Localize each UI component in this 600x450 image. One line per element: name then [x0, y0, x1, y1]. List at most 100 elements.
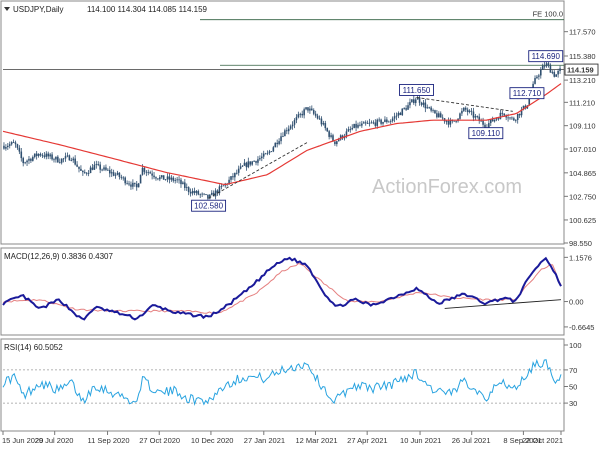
candle-body: [3, 145, 5, 149]
candle-body: [418, 97, 421, 103]
candle-body: [264, 153, 267, 155]
candle-body: [257, 159, 259, 163]
candle-body: [274, 142, 277, 148]
macd-header: MACD(12,26,9) 0.3836 0.4307: [4, 252, 114, 261]
candle-body: [322, 123, 325, 125]
macd-panel-frame: [0, 247, 565, 336]
macd-y-tick-label: -0.6645: [569, 323, 594, 332]
candle-body: [60, 158, 63, 163]
candle-body: [401, 108, 404, 116]
candle-body: [47, 153, 50, 157]
x-tick-label: 15 Jun 2020: [2, 436, 43, 445]
price-y-tick-label: 117.570: [569, 28, 596, 37]
candle-body: [205, 194, 207, 195]
candle-body: [193, 190, 196, 193]
candle-body: [199, 194, 202, 196]
candle-body: [58, 162, 61, 164]
candle-body: [353, 123, 355, 128]
candle-body: [214, 190, 217, 197]
candle-body: [301, 113, 304, 116]
candle-body: [555, 74, 557, 77]
candle-body: [126, 183, 128, 185]
candle-body: [276, 142, 278, 145]
candle-body: [153, 175, 155, 178]
candle-body: [409, 102, 411, 106]
candle-body: [253, 161, 255, 162]
price-y-tick-label: 109.110: [569, 122, 596, 131]
candle-body: [545, 63, 548, 67]
candle-body: [403, 108, 405, 109]
x-tick-label: 11 Sep 2020: [88, 436, 130, 445]
candle-body: [382, 121, 384, 124]
candle-body: [528, 97, 531, 106]
candle-body: [378, 119, 380, 121]
candle-body: [93, 164, 96, 170]
candle-body: [89, 167, 92, 174]
candle-body: [57, 156, 59, 163]
candle-body: [7, 145, 9, 148]
rsi-y-tick-label: 70: [569, 366, 577, 375]
candle-body: [282, 136, 284, 137]
candle-body: [128, 183, 130, 185]
candle-body: [122, 177, 125, 179]
rsi-panel-frame: [0, 338, 565, 432]
candle-body: [547, 63, 550, 66]
candle-body: [32, 157, 34, 161]
x-tick-label: 27 Oct 2020: [139, 436, 180, 445]
candle-body: [74, 158, 76, 165]
candle-body: [451, 120, 454, 122]
candle-body: [359, 124, 361, 126]
price-y-tick-label: 113.210: [569, 76, 596, 85]
candle-body: [168, 176, 171, 180]
candle-body: [210, 192, 213, 195]
candle-body: [438, 113, 440, 118]
candle-body: [380, 119, 382, 124]
candle-body: [413, 99, 415, 104]
candle-body: [386, 119, 388, 123]
candle-body: [511, 117, 513, 119]
candle-body: [195, 191, 198, 193]
candle-body: [393, 116, 396, 119]
candle-body: [284, 130, 286, 137]
candle-body: [478, 116, 481, 121]
candle-body: [180, 179, 182, 185]
candle-body: [466, 109, 469, 113]
candle-body: [493, 119, 496, 122]
candle-body: [455, 121, 457, 122]
candle-body: [280, 136, 282, 142]
candle-body: [83, 172, 86, 173]
candle-body: [553, 72, 556, 77]
candle-body: [251, 161, 253, 165]
price-y-tick-label: 107.010: [569, 145, 596, 154]
candle-body: [103, 167, 105, 170]
last-price-tag: [564, 63, 599, 76]
candle-body: [278, 141, 280, 145]
candle-body: [82, 170, 84, 173]
candle-body: [172, 177, 175, 181]
collapse-triangle-icon[interactable]: [4, 7, 10, 11]
candle-body: [476, 116, 479, 117]
candle-body: [43, 155, 46, 157]
candle-body: [324, 123, 327, 129]
candle-body: [453, 120, 456, 122]
candle-body: [51, 154, 53, 160]
candle-body: [441, 117, 444, 119]
candle-body: [105, 167, 107, 170]
candle-body: [14, 142, 17, 145]
candle-body: [468, 110, 471, 113]
candle-body: [539, 69, 542, 76]
candle-body: [416, 97, 419, 100]
candle-body: [10, 142, 13, 145]
candle-body: [120, 176, 123, 178]
candle-body: [134, 182, 136, 184]
candle-body: [270, 151, 273, 153]
candle-body: [112, 172, 115, 176]
candle-body: [428, 107, 430, 109]
price-y-tick-label: 111.210: [569, 98, 595, 107]
price-panel-frame: [0, 0, 565, 245]
candle-body: [337, 139, 340, 142]
candle-body: [260, 156, 263, 159]
price-y-tick-label: 98.550: [569, 239, 592, 248]
candle-body: [518, 113, 521, 116]
price-annotation-box: [399, 83, 434, 96]
